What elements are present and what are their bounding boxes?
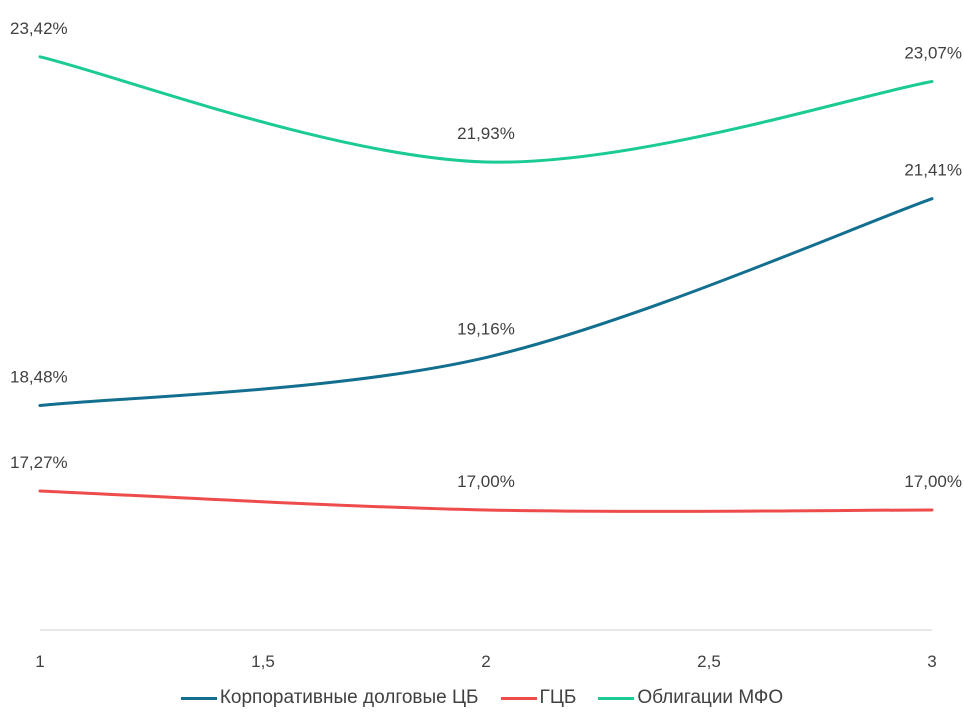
- line-chart: 18,48% 19,16% 21,41% 17,27% 17,00% 17,00% 23,4…: [10, 19, 962, 671]
- data-label-gcb-2: 17,00%: [904, 472, 962, 491]
- legend-item-mfo: Облигации МФО: [598, 687, 783, 709]
- legend-swatch-gcb: [500, 696, 537, 700]
- series-line-mfo: [38, 55, 934, 164]
- x-tick-label: 3: [927, 652, 936, 671]
- x-tick-label: 1,5: [251, 652, 275, 671]
- chart-legend: Корпоративные долговые ЦБ ГЦБ Облигации …: [0, 678, 964, 718]
- legend-item-gcb: ГЦБ: [500, 687, 577, 709]
- legend-swatch-mfo: [598, 696, 635, 700]
- series-line-corporate: [38, 197, 934, 408]
- data-label-corporate-2: 21,41%: [904, 161, 962, 180]
- data-label-mfo-1: 21,93%: [457, 124, 515, 143]
- legend-item-corporate: Корпоративные долговые ЦБ: [180, 687, 479, 709]
- legend-label-mfo: Облигации МФО: [637, 687, 784, 708]
- data-label-mfo-2: 23,07%: [904, 44, 962, 63]
- series-line-gcb: [38, 489, 934, 513]
- x-tick-label: 2,5: [697, 652, 721, 671]
- legend-swatch-corporate: [180, 696, 217, 700]
- data-label-corporate-0: 18,48%: [10, 368, 68, 387]
- x-tick-label: 2: [481, 652, 490, 671]
- legend-label-corporate: Корпоративные долговые ЦБ: [219, 687, 479, 708]
- data-label-gcb-1: 17,00%: [457, 472, 515, 491]
- legend-label-gcb: ГЦБ: [539, 687, 577, 708]
- x-tick-label: 1: [35, 652, 44, 671]
- data-label-mfo-0: 23,42%: [10, 19, 68, 38]
- data-label-corporate-1: 19,16%: [457, 320, 515, 339]
- data-label-gcb-0: 17,27%: [10, 453, 68, 472]
